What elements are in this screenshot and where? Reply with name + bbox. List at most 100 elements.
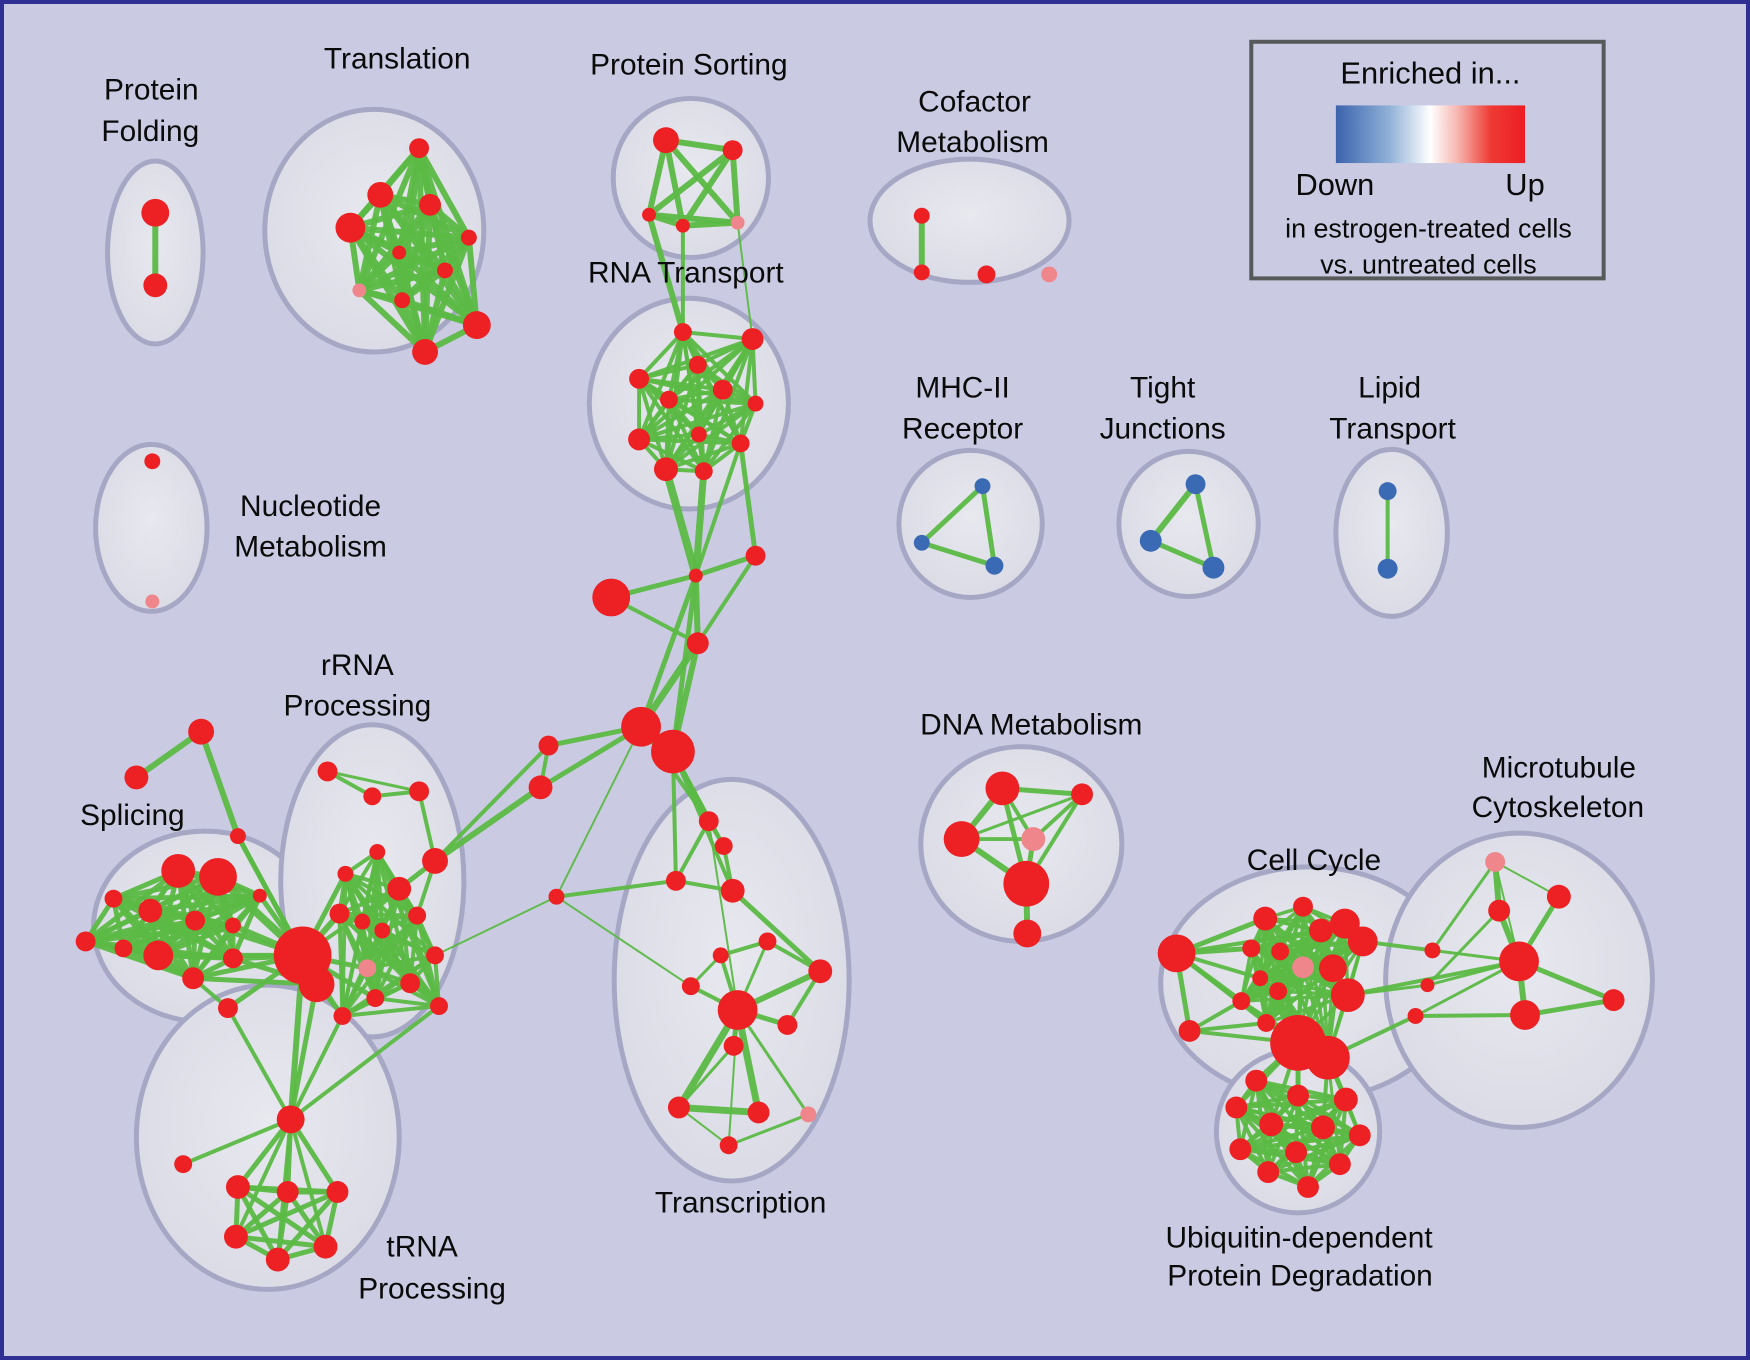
- gene-set-node: [1318, 954, 1347, 983]
- enrichment-edge: [727, 1112, 810, 1147]
- enrichment-edge: [692, 467, 708, 580]
- cluster-label-mhc-ii-receptor: Receptor: [902, 412, 1023, 445]
- enrichment-edge: [83, 938, 196, 981]
- gene-set-node: [1252, 970, 1269, 987]
- enrichment-edge: [337, 911, 420, 918]
- enrichment-edge: [1238, 1125, 1325, 1152]
- gene-set-node: [1378, 482, 1397, 501]
- gene-set-node: [223, 1224, 248, 1249]
- gene-set-node: [1225, 1096, 1248, 1119]
- gene-set-node: [337, 865, 354, 882]
- gene-set-node: [1269, 982, 1288, 1001]
- gene-set-node: [354, 913, 371, 930]
- cluster-label-protein-sorting: Protein Sorting: [590, 49, 787, 82]
- gene-set-node: [653, 127, 679, 154]
- gene-set-node: [1306, 1035, 1350, 1080]
- legend-box: [1249, 39, 1606, 281]
- gene-set-node: [808, 959, 833, 984]
- gene-set-node: [358, 959, 377, 978]
- gene-set-node: [333, 1007, 352, 1025]
- gene-set-node: [462, 311, 491, 340]
- cluster-label-protein-folding: Protein: [104, 73, 199, 106]
- cluster-label-nucleotide-metabolism: Metabolism: [234, 531, 387, 564]
- enrichment-edge: [679, 147, 736, 229]
- gene-set-node: [1287, 1084, 1310, 1107]
- cluster-labels-layer: Protein Folding Translation Protein Sorting…: [80, 43, 1644, 1306]
- gene-set-node: [714, 837, 733, 855]
- gene-set-node: [437, 262, 453, 279]
- enrichment-edge: [637, 330, 685, 442]
- cluster-ellipse-lipid-transport: [1333, 446, 1450, 619]
- gene-set-node: [800, 1106, 817, 1123]
- gene-set-node: [1242, 939, 1261, 958]
- gene-set-node: [722, 140, 743, 161]
- gene-set-node: [1485, 851, 1506, 872]
- gene-set-node: [1285, 1141, 1308, 1164]
- cluster-label-lipid-transport: Lipid: [1358, 372, 1421, 405]
- gene-set-node: [387, 876, 412, 901]
- enrichment-edge: [416, 145, 472, 241]
- gene-set-node: [985, 771, 1020, 806]
- enrichment-edge: [427, 201, 480, 329]
- enrichment-edge: [288, 1117, 328, 1249]
- gene-set-node: [143, 273, 168, 298]
- enrichment-edge: [637, 437, 706, 474]
- nodes-layer: [75, 127, 1625, 1272]
- legend-down-label: Down: [1295, 167, 1374, 202]
- gene-set-node: [688, 355, 707, 374]
- enrichment-edge: [1174, 951, 1269, 1025]
- gene-set-node: [745, 545, 766, 566]
- gene-set-node: [174, 1155, 193, 1174]
- gene-set-node: [392, 245, 407, 260]
- gene-set-node: [143, 940, 174, 971]
- gene-set-node: [1021, 827, 1046, 851]
- enrichment-edge: [1413, 1013, 1528, 1018]
- enrichment-edge: [675, 1103, 763, 1116]
- gene-set-node: [1259, 1112, 1284, 1137]
- enrichment-edge: [666, 397, 758, 406]
- cluster-label-translation: Translation: [324, 43, 471, 76]
- gene-set-node: [276, 1181, 299, 1203]
- cluster-label-rrna-processing: rRNA: [321, 649, 394, 682]
- enrichment-edge: [337, 849, 380, 916]
- gene-set-node: [1178, 1019, 1201, 1042]
- gene-set-node: [777, 1015, 798, 1035]
- gene-set-node: [1245, 1069, 1268, 1092]
- gene-set-node: [1157, 934, 1196, 973]
- gene-set-node: [104, 889, 123, 908]
- legend: Enriched in... Down Up in estrogen-treat…: [1249, 39, 1606, 281]
- enrichment-edge: [347, 224, 429, 355]
- gene-set-node: [199, 857, 237, 896]
- gene-set-node: [651, 729, 695, 774]
- enrichment-edge: [1264, 966, 1335, 1025]
- gene-set-node: [276, 1105, 305, 1134]
- enrichment-edge: [738, 337, 755, 446]
- gene-set-node: [408, 906, 427, 925]
- enrichment-edge: [434, 895, 558, 957]
- enrichment-edge: [1430, 860, 1497, 952]
- enrichment-edge: [638, 573, 699, 730]
- enrichment-edge: [365, 953, 438, 971]
- gene-set-node: [665, 870, 686, 891]
- cluster-label-cofactor-metabolism: Cofactor: [918, 85, 1031, 118]
- gene-set-node: [747, 1101, 770, 1124]
- enrichment-edge: [1345, 959, 1522, 998]
- gene-set-node: [363, 787, 382, 806]
- gene-set-node: [681, 977, 700, 996]
- enrichment-edge: [340, 966, 370, 1018]
- gene-set-node: [943, 821, 980, 857]
- gene-set-node: [1139, 529, 1162, 552]
- enrichment-edge: [347, 224, 472, 241]
- gene-set-node: [430, 997, 448, 1016]
- enrichment-edge: [646, 147, 736, 218]
- gene-set-node: [1377, 558, 1398, 579]
- legend-gradient-bar: [1335, 105, 1526, 164]
- enrichment-edge: [960, 792, 1084, 841]
- enrichment-edge: [554, 878, 678, 899]
- gene-set-node: [1013, 919, 1042, 948]
- gene-set-node: [698, 811, 719, 832]
- gene-set-node: [985, 556, 1004, 575]
- gene-set-node: [1185, 474, 1206, 495]
- gene-set-node: [252, 888, 267, 903]
- enrichment-edge: [233, 1189, 340, 1240]
